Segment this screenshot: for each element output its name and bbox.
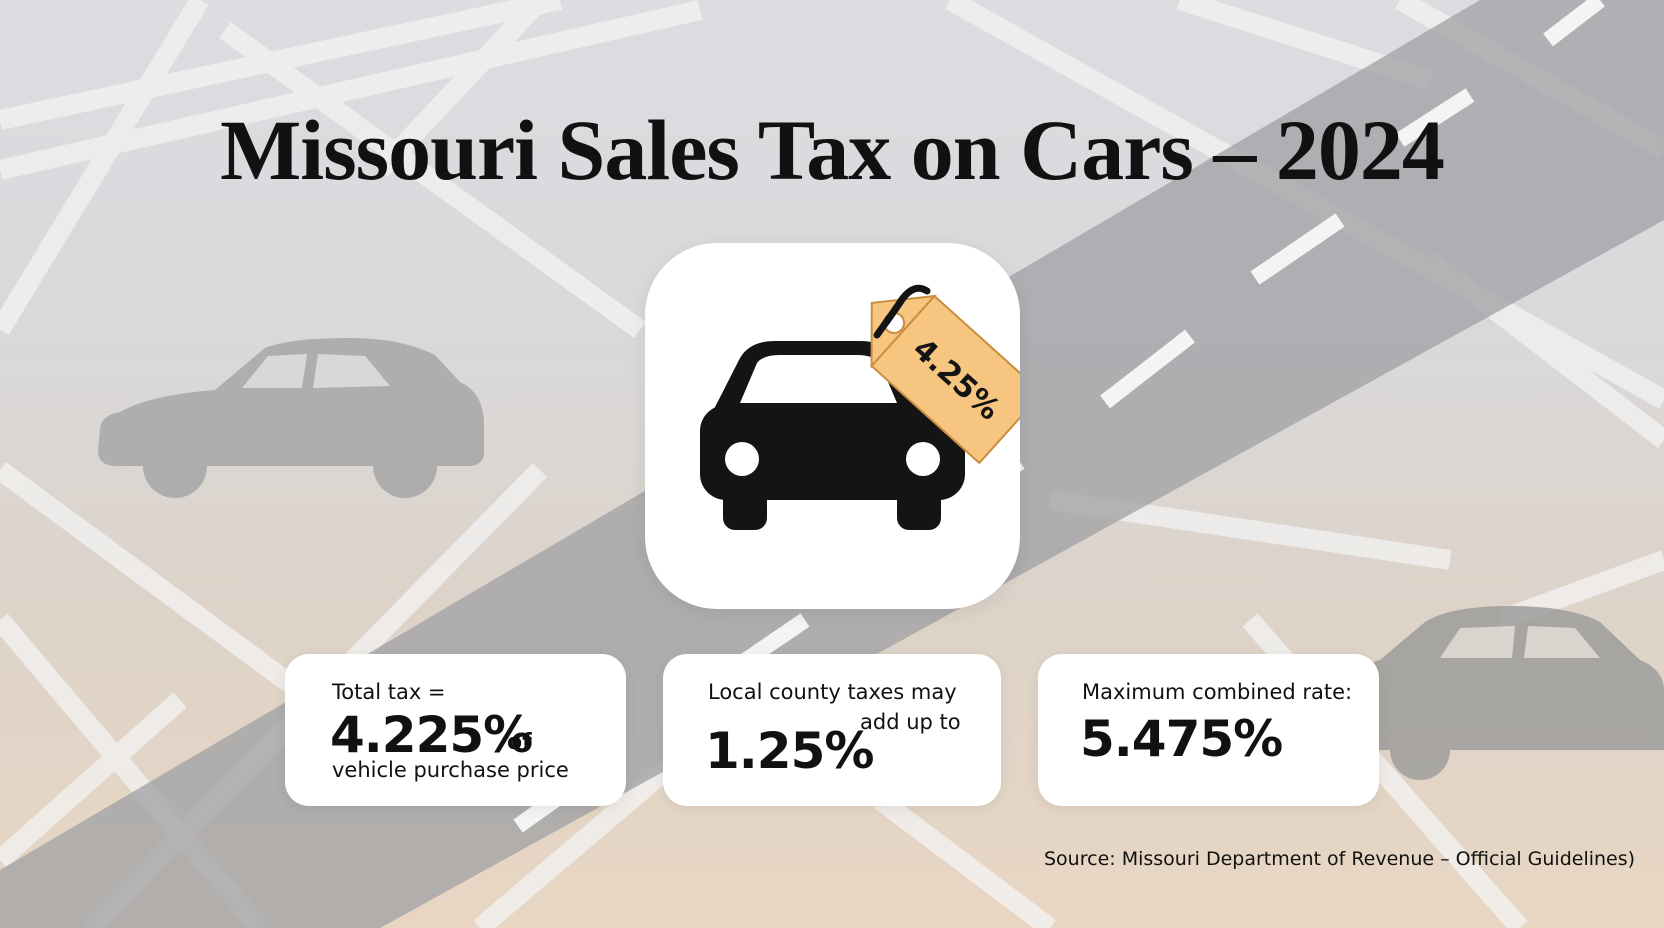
max-combined-card: Maximum combined rate: 5.475% [1038, 654, 1379, 806]
local-county-label: Local county taxes may [708, 680, 957, 704]
max-combined-value: 5.475% [1080, 710, 1283, 768]
total-tax-suffix: of [507, 730, 532, 755]
total-tax-label: Total tax = [332, 680, 446, 704]
source-note: Source: Missouri Department of Revenue –… [1044, 848, 1636, 870]
max-combined-label: Maximum combined rate: [1082, 680, 1353, 704]
local-county-card: Local county taxes may add up to 1.25% [663, 654, 1001, 806]
local-county-suffix: add up to [860, 710, 961, 734]
total-tax-card: Total tax = 4.225% of vehicle purchase p… [285, 654, 626, 806]
page-title: Missouri Sales Tax on Cars – 2024 [220, 102, 1445, 198]
car-silhouette-right-icon [1345, 606, 1664, 780]
car-silhouette-left-icon [98, 338, 484, 498]
car-with-price-tag-icon: 4.25% [700, 284, 1020, 530]
total-tax-value: 4.225% [330, 706, 533, 764]
total-tax-note: vehicle purchase price [332, 758, 569, 782]
local-county-value: 1.25% [705, 722, 874, 780]
car-tag-icon-card: 4.25% [645, 243, 1020, 609]
